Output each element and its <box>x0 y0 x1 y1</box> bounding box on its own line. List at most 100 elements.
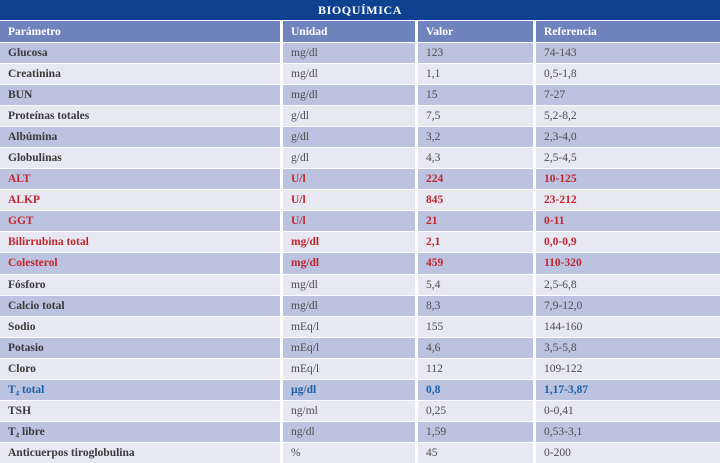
ref-cell: 23-212 <box>533 190 720 211</box>
unit-cell: mEq/l <box>280 337 415 358</box>
table-row: Anticuerpos tiroglobulina% 45 0-200 <box>0 441 720 463</box>
ref-cell: 74-143 <box>533 43 720 64</box>
ref-cell: 2,5-6,8 <box>533 274 720 295</box>
param-cell: ALT <box>8 173 31 186</box>
param-cell: BUN <box>8 89 33 102</box>
param-cell: Sodio <box>8 320 36 333</box>
param-cell: Colesterol <box>8 257 58 270</box>
value-cell: 4,6 <box>415 337 533 358</box>
table-row: Creatinina mg/dl 1,1 0,5-1,8 <box>0 63 720 85</box>
param-cell: Globulinas <box>8 152 62 165</box>
ref-cell: 10-125 <box>533 169 720 190</box>
unit-cell: ng/dl <box>280 421 415 442</box>
param-cell: Bilirrubina total <box>8 236 89 249</box>
table-row: Albúmina g/dl 3,2 2,3-4,0 <box>0 126 720 148</box>
unit-cell: ng/ml <box>280 400 415 421</box>
table-row: Glucosa mg/dl 123 74-143 <box>0 42 720 64</box>
param-cell: Creatinina <box>8 68 61 81</box>
table-body: Glucosa mg/dl 123 74-143 Creatinina mg/dl 1,1 0… <box>0 42 720 463</box>
unit-cell: g/dl <box>280 106 415 127</box>
unit-cell: U/l <box>280 211 415 232</box>
unit-cell: g/dl <box>280 148 415 169</box>
value-cell: 15 <box>415 85 533 106</box>
table-row: Fósforo mg/dl 5,4 2,5-6,8 <box>0 273 720 295</box>
value-cell: 459 <box>415 253 533 274</box>
unit-cell: mg/dl <box>280 274 415 295</box>
ref-cell: 0,5-1,8 <box>533 64 720 85</box>
param-cell: Glucosa <box>8 47 48 60</box>
value-cell: 45 <box>415 442 533 463</box>
table-row: ALKP U/l 845 23-212 <box>0 189 720 211</box>
param-cell: Cloro <box>8 362 36 375</box>
value-cell: 7,5 <box>415 106 533 127</box>
unit-cell: mEq/l <box>280 358 415 379</box>
value-cell: 4,3 <box>415 148 533 169</box>
param-cell: Calcio total <box>8 299 65 312</box>
table-row: TSH ng/ml 0,25 0-0,41 <box>0 399 720 421</box>
value-cell: 1,59 <box>415 421 533 442</box>
table-title: BIOQUÍMICA <box>0 0 720 20</box>
value-cell: 224 <box>415 169 533 190</box>
ref-cell: 7-27 <box>533 85 720 106</box>
value-cell: 0,8 <box>415 379 533 400</box>
unit-cell: µg/dl <box>280 379 415 400</box>
ref-cell: 109-122 <box>533 358 720 379</box>
value-cell: 21 <box>415 211 533 232</box>
column-header-parametro: Parámetro <box>8 25 61 38</box>
ref-cell: 5,2-8,2 <box>533 106 720 127</box>
unit-cell: mg/dl <box>280 85 415 106</box>
value-cell: 3,2 <box>415 127 533 148</box>
column-header-valor: Valor <box>415 21 533 42</box>
column-header-referencia: Referencia <box>533 21 720 42</box>
table-header-row: Parámetro Unidad Valor Referencia <box>0 20 720 42</box>
table-row: Calcio total mg/dl 8,3 7,9-12,0 <box>0 294 720 316</box>
ref-cell: 0-200 <box>533 442 720 463</box>
value-cell: 8,3 <box>415 295 533 316</box>
ref-cell: 0,53-3,1 <box>533 421 720 442</box>
ref-cell: 2,5-4,5 <box>533 148 720 169</box>
param-cell: TSH <box>8 404 32 417</box>
unit-cell: % <box>280 442 415 463</box>
column-header-unidad: Unidad <box>280 21 415 42</box>
unit-cell: mg/dl <box>280 295 415 316</box>
value-cell: 1,1 <box>415 64 533 85</box>
ref-cell: 0,0-0,9 <box>533 232 720 253</box>
param-cell: T₄ libre <box>8 425 45 438</box>
ref-cell: 1,17-3,87 <box>533 379 720 400</box>
ref-cell: 7,9-12,0 <box>533 295 720 316</box>
param-cell: Fósforo <box>8 278 46 291</box>
unit-cell: mg/dl <box>280 253 415 274</box>
unit-cell: mg/dl <box>280 64 415 85</box>
table-row: ALT U/l 224 10-125 <box>0 168 720 190</box>
value-cell: 2,1 <box>415 232 533 253</box>
table-row: Cloro mEq/l 112 109-122 <box>0 357 720 379</box>
table-row: Globulinas g/dl 4,3 2,5-4,5 <box>0 147 720 169</box>
ref-cell: 110-320 <box>533 253 720 274</box>
ref-cell: 2,3-4,0 <box>533 127 720 148</box>
table-row: Bilirrubina total mg/dl 2,1 0,0-0,9 <box>0 231 720 253</box>
unit-cell: mEq/l <box>280 316 415 337</box>
value-cell: 845 <box>415 190 533 211</box>
table-row: T₄ libre ng/dl 1,59 0,53-3,1 <box>0 420 720 442</box>
param-cell: Proteínas totales <box>8 110 90 123</box>
ref-cell: 0-11 <box>533 211 720 232</box>
param-cell: GGT <box>8 215 34 228</box>
table-row: T₄ total µg/dl 0,8 1,17-3,87 <box>0 378 720 400</box>
table-row: BUN mg/dl 15 7-27 <box>0 84 720 106</box>
table-row: Colesterol mg/dl 459 110-320 <box>0 252 720 274</box>
param-cell: T₄ total <box>8 383 45 396</box>
table-row: Proteínas totales g/dl 7,5 5,2-8,2 <box>0 105 720 127</box>
param-cell: ALKP <box>8 194 40 207</box>
value-cell: 155 <box>415 316 533 337</box>
table-row: Potasio mEq/l 4,6 3,5-5,8 <box>0 336 720 358</box>
unit-cell: mg/dl <box>280 232 415 253</box>
unit-cell: g/dl <box>280 127 415 148</box>
table-row: GGT U/l 21 0-11 <box>0 210 720 232</box>
ref-cell: 3,5-5,8 <box>533 337 720 358</box>
table-row: Sodio mEq/l 155 144-160 <box>0 315 720 337</box>
unit-cell: U/l <box>280 190 415 211</box>
param-cell: Potasio <box>8 341 44 354</box>
value-cell: 112 <box>415 358 533 379</box>
param-cell: Albúmina <box>8 131 58 144</box>
